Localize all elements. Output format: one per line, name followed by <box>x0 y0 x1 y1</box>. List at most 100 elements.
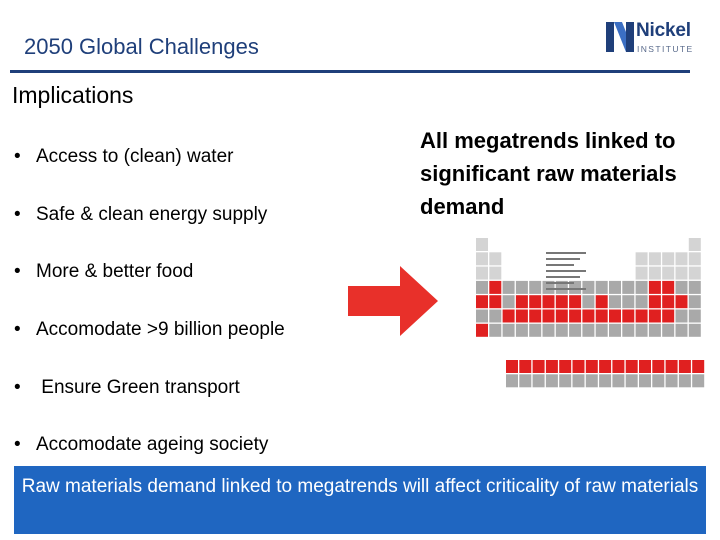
element-cell <box>555 295 568 309</box>
element-cell <box>635 266 648 280</box>
element-cell <box>582 280 595 294</box>
element-cell <box>652 360 665 373</box>
element-cell <box>639 360 651 373</box>
element-cell <box>545 374 558 388</box>
element-cell <box>635 295 648 309</box>
element-cell <box>532 360 545 373</box>
list-item: • Accomodate >9 billion people <box>14 319 285 340</box>
element-cell <box>489 280 502 294</box>
element-cell <box>476 280 488 294</box>
element-cell <box>582 309 595 323</box>
element-cell <box>582 323 595 337</box>
title-divider <box>10 70 690 73</box>
element-cell <box>648 323 661 337</box>
element-cell <box>609 323 621 337</box>
element-cell <box>476 295 488 309</box>
element-cell <box>678 360 691 373</box>
element-cell <box>502 323 515 337</box>
element-cell <box>572 374 585 388</box>
list-item: • More & better food <box>14 261 194 282</box>
element-cell <box>648 280 661 294</box>
element-cell <box>635 280 648 294</box>
element-cell <box>648 252 661 266</box>
element-cell <box>688 323 701 337</box>
element-cell <box>648 309 661 323</box>
list-item: • Safe & clean energy supply <box>14 204 268 225</box>
element-cell <box>688 295 701 309</box>
element-cell <box>476 309 488 323</box>
list-item: • Accomodate ageing society <box>14 434 269 455</box>
element-cell <box>502 295 515 309</box>
element-cell <box>609 280 621 294</box>
element-cell <box>489 295 502 309</box>
element-cell <box>665 360 678 373</box>
element-cell <box>545 360 558 373</box>
element-cell <box>675 280 688 294</box>
nickel-logo-icon <box>606 22 634 52</box>
element-cell <box>612 360 625 373</box>
element-cell <box>542 323 555 337</box>
element-cell <box>585 360 598 373</box>
element-cell <box>569 280 582 294</box>
element-cell <box>555 309 568 323</box>
element-cell <box>542 295 555 309</box>
element-cell <box>635 252 648 266</box>
element-cell <box>529 309 542 323</box>
element-cell <box>476 266 488 280</box>
element-cell <box>542 280 555 294</box>
element-cell <box>648 295 661 309</box>
legend-line <box>546 252 586 254</box>
element-cell <box>595 323 608 337</box>
element-cell <box>569 295 582 309</box>
element-cell <box>609 309 621 323</box>
element-cell <box>625 360 638 373</box>
legend-line <box>546 264 574 266</box>
element-cell <box>635 309 648 323</box>
element-cell <box>622 323 635 337</box>
element-cell <box>662 323 675 337</box>
element-cell <box>582 295 595 309</box>
element-cell <box>515 323 528 337</box>
element-cell <box>532 374 545 388</box>
element-cell <box>609 295 621 309</box>
element-cell <box>585 374 598 388</box>
element-cell <box>515 309 528 323</box>
element-cell <box>476 252 488 266</box>
list-item: • Ensure Green transport <box>14 377 240 398</box>
element-cell <box>688 266 701 280</box>
element-cell <box>595 309 608 323</box>
element-cell <box>569 309 582 323</box>
element-cell <box>599 374 612 388</box>
element-cell <box>639 374 651 388</box>
element-cell <box>635 323 648 337</box>
element-cell <box>688 252 701 266</box>
element-cell <box>622 309 635 323</box>
element-cell <box>662 309 675 323</box>
callout-text: All megatrends linked to significant raw… <box>420 128 677 219</box>
element-cell <box>662 280 675 294</box>
element-cell <box>595 295 608 309</box>
element-cell <box>665 374 678 388</box>
element-cell <box>489 309 502 323</box>
element-cell <box>688 280 701 294</box>
element-cell <box>506 360 518 373</box>
element-cell <box>675 323 688 337</box>
right-arrow-icon <box>348 266 438 336</box>
section-subtitle: Implications <box>12 82 134 108</box>
element-cell <box>675 309 688 323</box>
element-cell <box>489 252 502 266</box>
element-cell <box>542 309 555 323</box>
element-cell <box>476 238 488 251</box>
element-cell <box>662 295 675 309</box>
element-cell <box>662 266 675 280</box>
element-cell <box>519 360 532 373</box>
logo-word: Nickel <box>636 20 691 41</box>
element-cell <box>612 374 625 388</box>
periodic-table-icon <box>476 238 705 388</box>
element-cell <box>688 309 701 323</box>
element-cell <box>506 374 518 388</box>
element-cell <box>519 374 532 388</box>
element-cell <box>622 280 635 294</box>
element-cell <box>476 323 488 337</box>
element-cell <box>502 280 515 294</box>
